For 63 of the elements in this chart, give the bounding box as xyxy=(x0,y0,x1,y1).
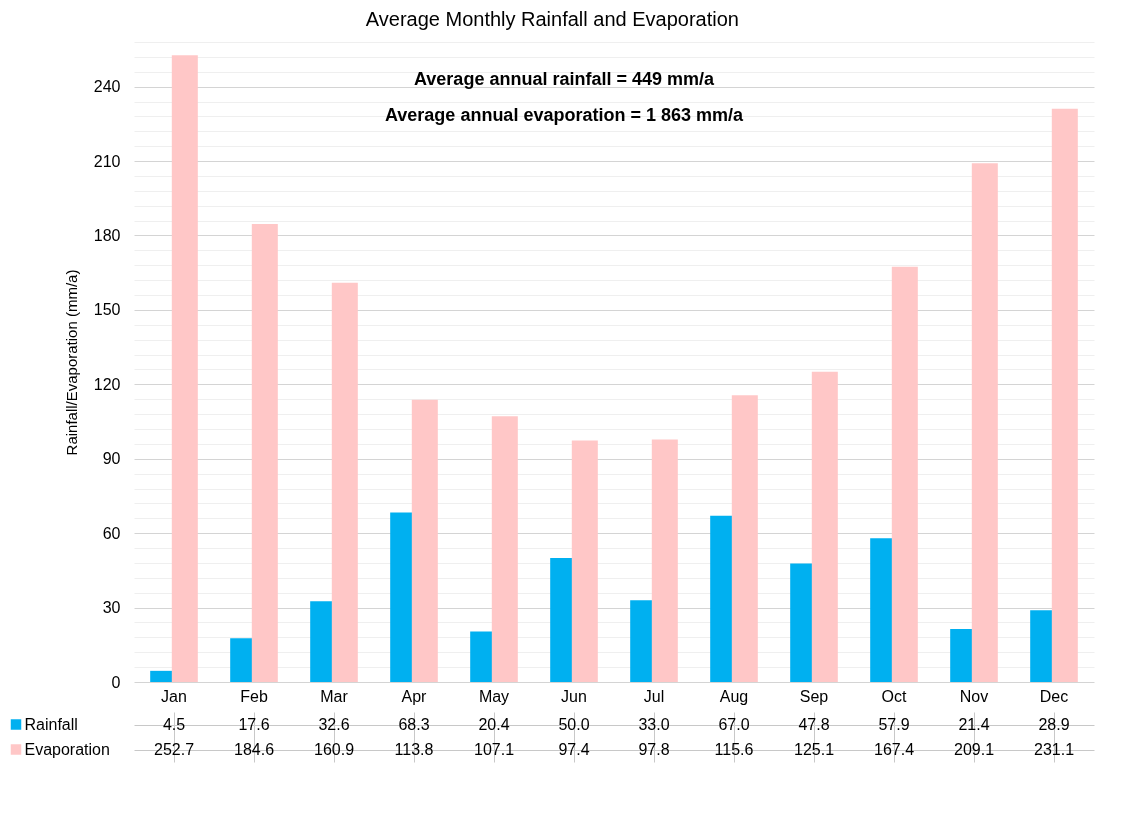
y-tick-label: 210 xyxy=(93,152,121,170)
bar xyxy=(411,399,438,682)
annotation: Average annual evaporation = 1 863 mm/a xyxy=(385,105,744,125)
data-label: 28.9 xyxy=(1038,715,1070,733)
bar xyxy=(891,266,918,682)
y-tick-label: 150 xyxy=(93,301,121,319)
y-tick-label: 0 xyxy=(111,673,121,691)
bar xyxy=(971,163,998,682)
y-tick-label: 180 xyxy=(93,226,121,244)
data-label: 115.6 xyxy=(714,740,754,758)
bar xyxy=(811,371,838,682)
data-label: 252.7 xyxy=(153,740,195,758)
x-tick-label: Jan xyxy=(161,687,187,705)
legend-label: Evaporation xyxy=(24,741,110,758)
y-tick-label: 120 xyxy=(93,375,121,393)
data-label: 33.0 xyxy=(638,715,670,733)
data-label: 4.5 xyxy=(162,715,186,733)
data-label: 125.1 xyxy=(793,740,835,758)
data-label: 113.8 xyxy=(394,740,434,758)
bar xyxy=(251,224,278,682)
data-label: 50.0 xyxy=(558,715,590,733)
data-label: 97.8 xyxy=(638,740,670,758)
legend-label: Rainfall xyxy=(24,716,78,733)
x-tick-label: Jul xyxy=(643,687,665,705)
y-tick-label: 60 xyxy=(102,524,121,542)
data-label: 184.6 xyxy=(233,740,275,758)
data-label: 21.4 xyxy=(958,715,990,733)
x-tick-label: Aug xyxy=(719,687,749,705)
bar xyxy=(651,439,678,682)
chart-title: Average Monthly Rainfall and Evaporation xyxy=(365,8,739,30)
bar xyxy=(571,440,598,682)
data-label: 57.9 xyxy=(878,715,910,733)
bar xyxy=(1051,108,1078,682)
data-label: 209.1 xyxy=(953,740,995,758)
data-label: 167.4 xyxy=(873,740,915,758)
data-label: 231.1 xyxy=(1033,740,1075,758)
data-label: 97.4 xyxy=(558,740,590,758)
x-tick-label: May xyxy=(478,687,510,705)
bar xyxy=(331,282,358,682)
y-tick-label: 30 xyxy=(102,599,121,617)
data-label: 107.1 xyxy=(473,740,515,758)
y-tick-label: 240 xyxy=(93,78,121,96)
data-label: 17.6 xyxy=(238,715,270,733)
data-label: 32.6 xyxy=(318,715,350,733)
x-tick-label: Jun xyxy=(561,687,587,705)
bar xyxy=(491,416,518,682)
x-tick-label: Sep xyxy=(799,687,829,705)
x-tick-label: Apr xyxy=(401,687,428,705)
data-label: 68.3 xyxy=(398,715,430,733)
annotation: Average annual rainfall = 449 mm/a xyxy=(414,69,715,89)
x-tick-label: Mar xyxy=(320,687,349,705)
x-tick-label: Dec xyxy=(1039,687,1069,705)
data-label: 67.0 xyxy=(718,715,750,733)
bar xyxy=(171,55,198,682)
y-axis-title: Rainfall/Evaporation (mm/a) xyxy=(62,269,80,456)
data-label: 20.4 xyxy=(478,715,510,733)
x-tick-label: Feb xyxy=(240,687,268,705)
data-label: 47.8 xyxy=(798,715,830,733)
bar xyxy=(731,395,758,682)
x-tick-label: Oct xyxy=(881,687,907,705)
x-tick-label: Nov xyxy=(959,687,989,705)
data-label: 160.9 xyxy=(313,740,355,758)
y-tick-label: 90 xyxy=(102,450,121,468)
